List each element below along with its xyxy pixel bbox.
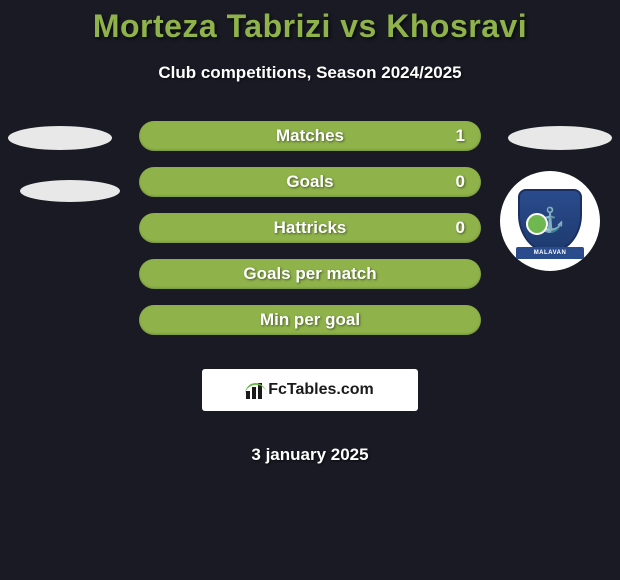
stat-label: Matches [276, 126, 344, 146]
stat-label: Goals per match [243, 264, 376, 284]
bar-chart-icon [246, 381, 262, 399]
stat-row-goals: Goals 0 [139, 167, 481, 197]
stat-label: Min per goal [260, 310, 360, 330]
stat-row-goals-per-match: Goals per match [139, 259, 481, 289]
stat-value-right: 0 [456, 172, 465, 192]
branding-box: FcTables.com [202, 369, 418, 411]
stats-list: Matches 1 Goals 0 Hattricks 0 Goals per … [0, 121, 620, 465]
stat-value-right: 1 [456, 126, 465, 146]
stat-row-min-per-goal: Min per goal [139, 305, 481, 335]
stat-row-hattricks: Hattricks 0 [139, 213, 481, 243]
date-label: 3 january 2025 [251, 445, 368, 465]
subtitle: Club competitions, Season 2024/2025 [158, 63, 461, 83]
stat-label: Goals [286, 172, 333, 192]
stat-row-matches: Matches 1 [139, 121, 481, 151]
stat-label: Hattricks [274, 218, 347, 238]
stat-value-right: 0 [456, 218, 465, 238]
branding-text: FcTables.com [268, 381, 374, 399]
page-title: Morteza Tabrizi vs Khosravi [93, 8, 527, 45]
